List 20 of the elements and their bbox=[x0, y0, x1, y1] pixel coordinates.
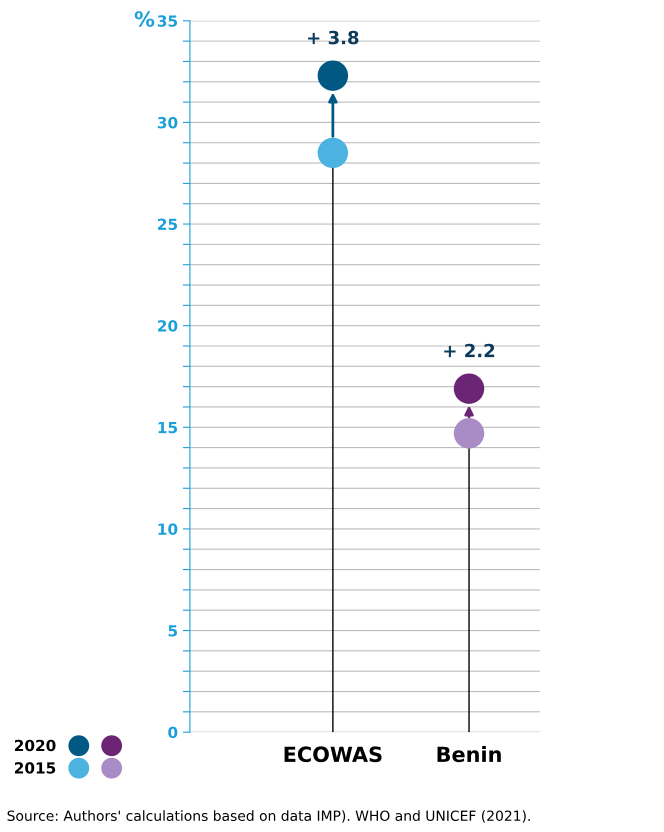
legend-label: 2020 bbox=[14, 740, 56, 752]
y-tick-label: 15 bbox=[158, 422, 178, 434]
y-axis-title: % bbox=[134, 11, 154, 27]
y-tick-label: 10 bbox=[158, 523, 178, 535]
x-tick-label: ECOWAS bbox=[284, 746, 382, 762]
annotation: + 2.2 bbox=[444, 344, 494, 358]
x-tick-label: Benin bbox=[438, 746, 501, 762]
annotation: + 3.8 bbox=[308, 30, 358, 44]
point bbox=[318, 138, 348, 168]
y-tick-label: 30 bbox=[158, 116, 178, 128]
y-tick-label: 5 bbox=[168, 625, 178, 637]
y-tick-label: 20 bbox=[158, 320, 178, 332]
point bbox=[454, 418, 484, 449]
point bbox=[318, 60, 348, 91]
source-note: Source: Authors' calculations based on data IMP). WHO and UNICEF (2021). bbox=[8, 810, 530, 823]
y-tick-label: 35 bbox=[158, 15, 178, 27]
legend-label: 2015 bbox=[14, 762, 56, 774]
y-tick-label: 0 bbox=[168, 726, 178, 738]
y-tick-label: 25 bbox=[158, 218, 178, 230]
point bbox=[454, 373, 484, 404]
